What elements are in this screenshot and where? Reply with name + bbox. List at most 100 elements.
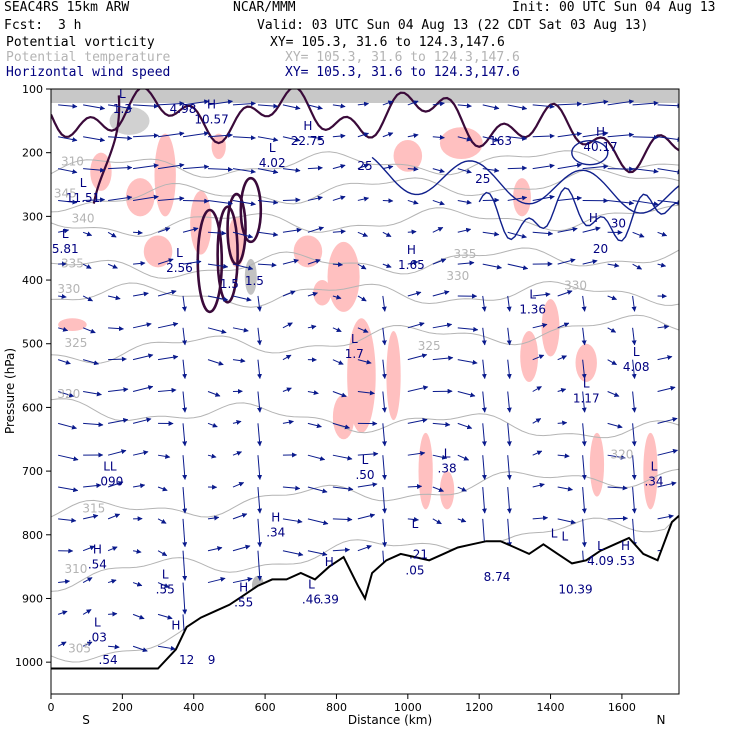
extremum-marker: LL	[103, 459, 117, 473]
wind-arrow	[207, 99, 233, 106]
wind-arrow	[557, 387, 567, 393]
wind-arrow	[506, 295, 512, 312]
wind-arrow	[407, 291, 422, 297]
wind-arrow	[507, 135, 528, 141]
wind-arrow	[157, 613, 173, 620]
wind-arrow	[182, 391, 188, 413]
wind-arrow	[407, 229, 417, 235]
wind-arrow	[232, 231, 254, 239]
wind-arrow	[158, 196, 185, 202]
wind-arrow	[82, 641, 93, 647]
wind-arrow	[282, 290, 296, 297]
extremum-value: .55	[234, 595, 253, 609]
wind-arrow	[657, 136, 679, 142]
extremum-value: 10.57	[194, 113, 228, 127]
x-tick-label: 1000	[394, 701, 422, 714]
extremum-value: 10.39	[558, 583, 592, 597]
wind-arrow	[557, 290, 573, 297]
wind-arrow	[158, 387, 177, 393]
extremum-value: 1.7	[345, 347, 364, 361]
extremum-value: 163	[489, 134, 512, 148]
extremum-marker: L	[62, 227, 69, 241]
wind-arrow	[207, 199, 233, 206]
wind-arrow	[432, 258, 447, 265]
extremum-value: .39	[320, 592, 339, 606]
wind-arrow	[82, 359, 100, 366]
wind-arrow	[182, 131, 210, 138]
wind-arrow	[207, 132, 233, 138]
pv-shade-region	[211, 133, 226, 160]
theta-contour	[51, 204, 679, 237]
field-xy-theta: XY= 105.3, 31.6 to 124.3,147.6	[285, 50, 520, 65]
wind-arrow	[232, 451, 242, 456]
wind-arrow	[58, 103, 78, 109]
wind-arrow	[457, 103, 472, 109]
y-tick-label: 1000	[15, 656, 43, 669]
wind-arrow	[83, 197, 106, 203]
wind-arrow	[382, 231, 392, 238]
wind-arrow	[232, 358, 246, 364]
wind-arrow	[257, 199, 279, 205]
extremum-marker: L	[561, 530, 568, 544]
wind-arrow	[381, 423, 387, 447]
wind-arrow	[307, 135, 323, 141]
wind-arrow	[108, 644, 120, 650]
wind-arrow	[332, 422, 351, 430]
wind-arrow	[557, 518, 576, 525]
wind-arrow	[282, 387, 292, 393]
center-name: NCAR/MMM	[233, 0, 296, 15]
wind-arrow	[282, 354, 292, 361]
wind-arrow	[532, 103, 555, 109]
wind-arrow	[157, 486, 168, 492]
pv-shade-region	[643, 432, 658, 510]
pv-shade-region	[347, 318, 376, 433]
wind-arrow	[107, 231, 117, 238]
wind-arrow	[332, 516, 353, 522]
extremum-marker: L	[351, 332, 358, 346]
wind-arrow	[307, 258, 321, 265]
wind-arrow	[657, 385, 676, 392]
wind-arrow-layer	[57, 99, 679, 653]
wind-arrow	[182, 259, 202, 265]
wind-arrow	[581, 359, 587, 380]
wind-arrow	[108, 387, 129, 393]
wind-arrow	[207, 546, 223, 552]
pv-shade-region	[520, 331, 539, 382]
field-xy-pv: XY= 105.3, 31.6 to 124.3,147.6	[270, 35, 505, 50]
pv-contour	[92, 95, 121, 204]
pv-shade-region	[327, 241, 360, 312]
wind-arrow	[182, 227, 199, 233]
wind-arrow	[357, 327, 369, 333]
wind-arrow	[607, 359, 617, 366]
wind-arrow	[107, 546, 118, 552]
wind-arrow	[357, 132, 370, 138]
wind-arrow	[532, 354, 545, 361]
extremum-value: 4.09	[587, 554, 614, 568]
wind-arrow	[607, 454, 626, 460]
wind-arrow	[432, 290, 450, 297]
wind-arrow	[82, 231, 93, 237]
wind-arrow	[657, 199, 679, 206]
wind-arrow	[481, 423, 487, 447]
extremum-value: .34	[644, 474, 663, 488]
wind-arrow	[557, 131, 583, 138]
wind-arrow	[432, 199, 445, 206]
wind-arrow	[108, 326, 124, 332]
wind-arrow	[232, 168, 256, 174]
x-tick-label: 200	[112, 701, 133, 714]
wind-arrow	[132, 581, 143, 587]
wind-arrow	[557, 162, 583, 170]
wind-arrow	[657, 448, 679, 456]
wind-arrow	[382, 132, 394, 138]
wind-arrow	[607, 262, 620, 268]
wind-arrow	[407, 100, 419, 106]
wind-arrow	[457, 260, 475, 266]
wind-arrow	[582, 99, 609, 106]
extremum-marker: H	[596, 125, 605, 139]
wind-arrow	[307, 324, 317, 330]
extremum-marker: H	[589, 211, 598, 225]
wind-arrow	[482, 263, 502, 270]
extremum-value: 25	[475, 172, 490, 186]
wind-arrow	[381, 455, 387, 480]
theta-label: 330	[446, 269, 469, 283]
